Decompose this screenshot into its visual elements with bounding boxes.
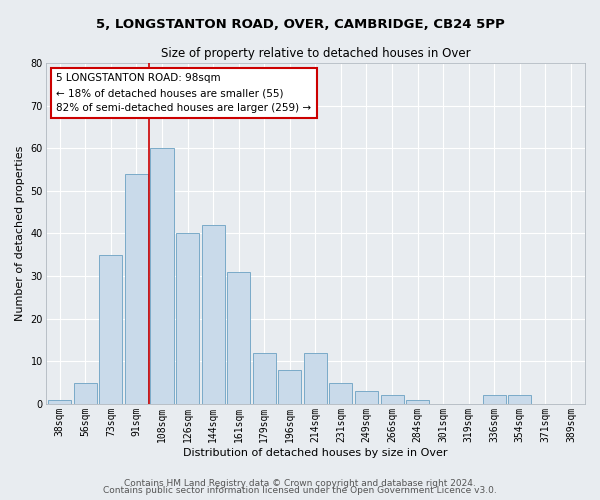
Bar [176,234,199,404]
Bar [202,225,224,404]
Bar [48,400,71,404]
Bar [278,370,301,404]
Bar [253,353,276,404]
Title: Size of property relative to detached houses in Over: Size of property relative to detached ho… [161,48,470,60]
Bar [227,272,250,404]
Text: 5, LONGSTANTON ROAD, OVER, CAMBRIDGE, CB24 5PP: 5, LONGSTANTON ROAD, OVER, CAMBRIDGE, CB… [95,18,505,30]
Text: Contains public sector information licensed under the Open Government Licence v3: Contains public sector information licen… [103,486,497,495]
Y-axis label: Number of detached properties: Number of detached properties [15,146,25,321]
Bar [100,255,122,404]
Bar [355,391,378,404]
Bar [304,353,327,404]
Text: 5 LONGSTANTON ROAD: 98sqm
← 18% of detached houses are smaller (55)
82% of semi-: 5 LONGSTANTON ROAD: 98sqm ← 18% of detac… [56,74,311,113]
Bar [508,396,532,404]
Bar [125,174,148,404]
Bar [380,396,404,404]
Bar [329,382,352,404]
Bar [151,148,173,404]
X-axis label: Distribution of detached houses by size in Over: Distribution of detached houses by size … [183,448,448,458]
Bar [406,400,429,404]
Bar [74,382,97,404]
Bar [483,396,506,404]
Text: Contains HM Land Registry data © Crown copyright and database right 2024.: Contains HM Land Registry data © Crown c… [124,478,476,488]
